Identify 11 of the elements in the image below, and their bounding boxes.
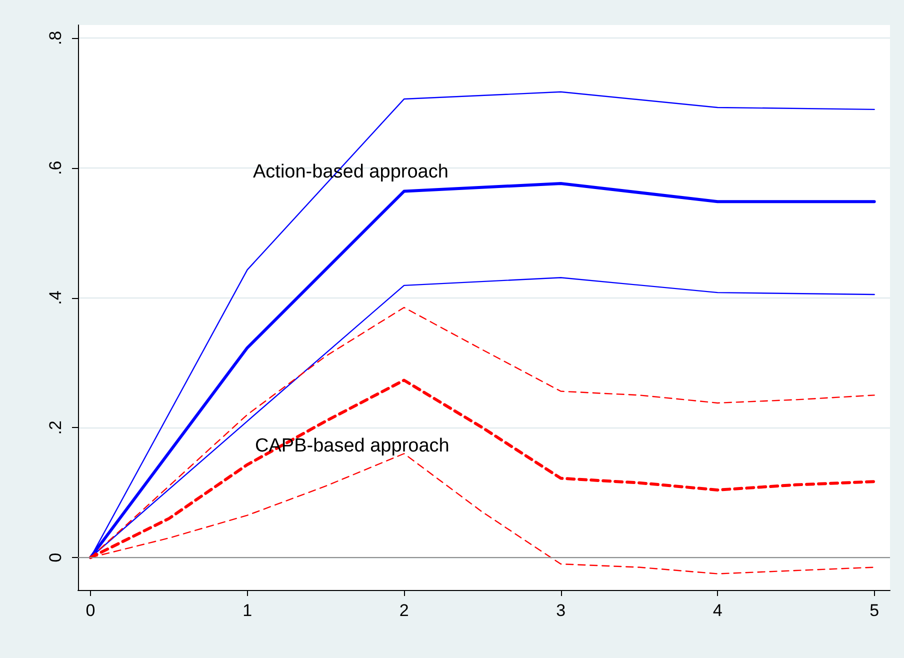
x-tick-label: 5	[870, 601, 880, 620]
x-tick-label: 4	[712, 601, 722, 620]
y-tick-label: .2	[46, 420, 65, 435]
x-tick-label: 3	[556, 601, 566, 620]
y-tick-label: .6	[46, 160, 65, 175]
y-tick-label: .8	[46, 30, 65, 46]
y-tick-label: .4	[46, 290, 65, 305]
x-tick-label: 2	[399, 601, 409, 620]
x-tick-label: 0	[86, 601, 96, 620]
x-tick-label: 1	[242, 601, 252, 620]
y-tick-label: 0	[46, 552, 65, 562]
